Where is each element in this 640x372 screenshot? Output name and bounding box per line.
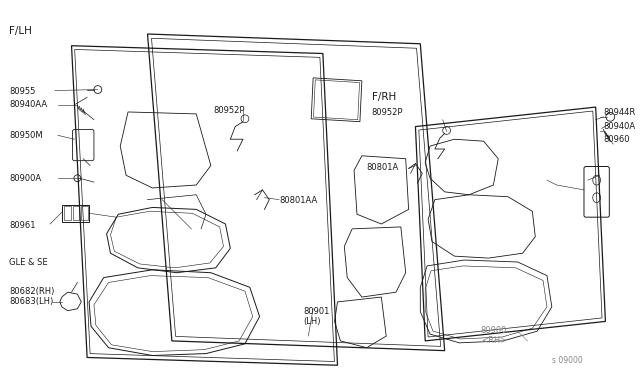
Text: 80950M: 80950M [9,131,43,141]
Text: 80955: 80955 [9,87,36,96]
Text: (LH): (LH) [303,317,321,326]
Text: 80900: 80900 [481,326,507,335]
Text: GLE & SE: GLE & SE [9,258,48,267]
Text: F/LH: F/LH [9,26,32,36]
Text: 80901: 80901 [303,307,330,316]
Text: 80952P: 80952P [214,106,245,115]
Text: 80960: 80960 [604,135,630,144]
Text: <RH>: <RH> [481,336,507,345]
Bar [72,206,79,220]
Text: s 09000: s 09000 [552,356,582,365]
Text: 80683(LH): 80683(LH) [9,297,53,306]
Text: 80961: 80961 [9,221,36,230]
Text: 80682(RH): 80682(RH) [9,287,54,296]
Bar [64,206,70,220]
Bar [81,206,88,220]
Text: 80801AA: 80801AA [279,196,317,205]
Text: 80900A: 80900A [9,174,42,183]
Text: 80801A: 80801A [367,163,399,171]
Text: 80940AA: 80940AA [9,100,47,109]
Text: 80944R: 80944R [604,108,636,117]
Text: F/RH: F/RH [372,93,396,102]
Bar [62,205,89,222]
Text: 80952P: 80952P [372,108,403,117]
Text: 80940A: 80940A [604,122,636,131]
